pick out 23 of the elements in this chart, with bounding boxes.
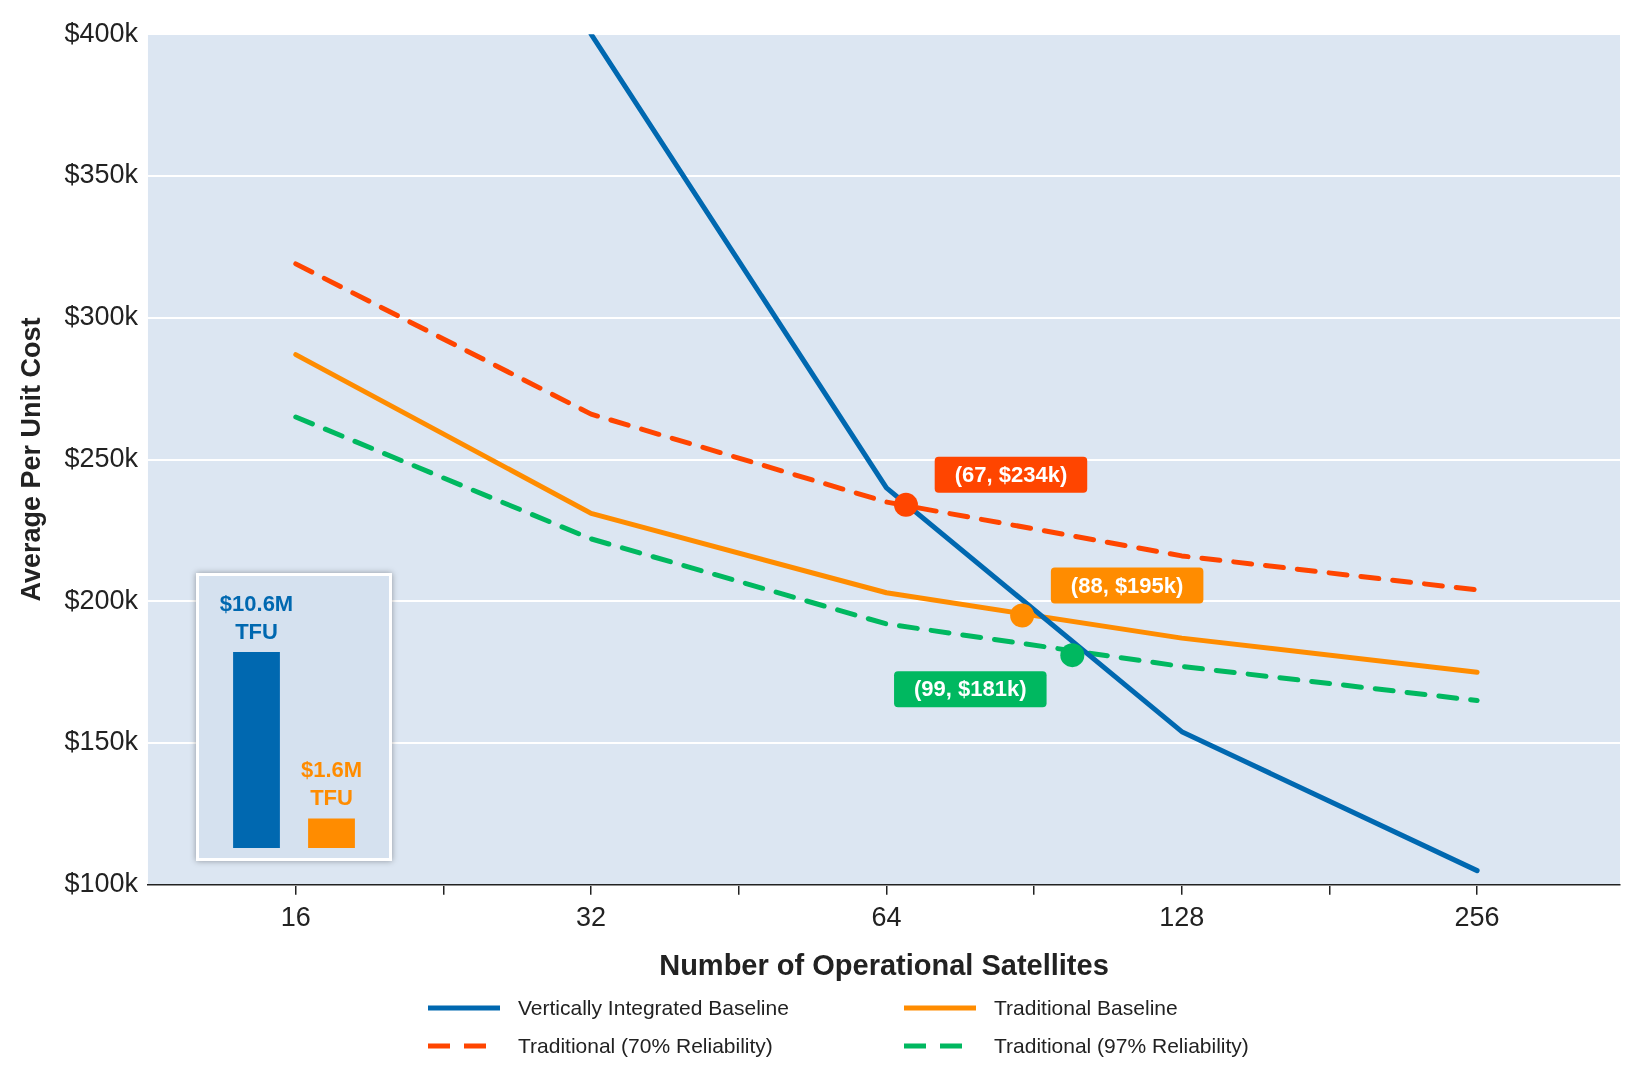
x-axis-title: Number of Operational Satellites	[659, 948, 1109, 981]
annotation: (99, $181k)	[914, 676, 1027, 702]
y-tick-label: $150k	[64, 726, 139, 757]
x-tick-label: 128	[1159, 902, 1205, 933]
annotation: (67, $234k)	[954, 461, 1068, 487]
data-label: $10.6M TFU	[219, 591, 294, 645]
legend-label: Traditional (70% Reliability)	[518, 1034, 773, 1058]
y-tick-label: $200k	[64, 584, 139, 615]
legend-label: Vertically Integrated Baseline	[518, 996, 789, 1020]
legend-label: Traditional Baseline	[994, 996, 1178, 1020]
x-tick-label: 16	[280, 902, 311, 933]
y-tick-label: $250k	[64, 442, 139, 473]
y-tick-label: $300k	[64, 301, 139, 332]
y-axis-title: Average Per Unit Cost	[15, 317, 46, 602]
y-tick-label: $100k	[64, 868, 139, 899]
legend-label: Traditional (97% Reliability)	[994, 1034, 1249, 1058]
annotation: (88, $195k)	[1070, 572, 1184, 598]
x-tick-label: 64	[871, 902, 902, 933]
y-tick-label: $400k	[64, 17, 139, 48]
x-tick-label: 32	[576, 902, 607, 933]
data-label: $1.6M TFU	[300, 757, 363, 811]
y-tick-label: $350k	[64, 159, 139, 190]
x-tick-label: 256	[1454, 902, 1500, 933]
